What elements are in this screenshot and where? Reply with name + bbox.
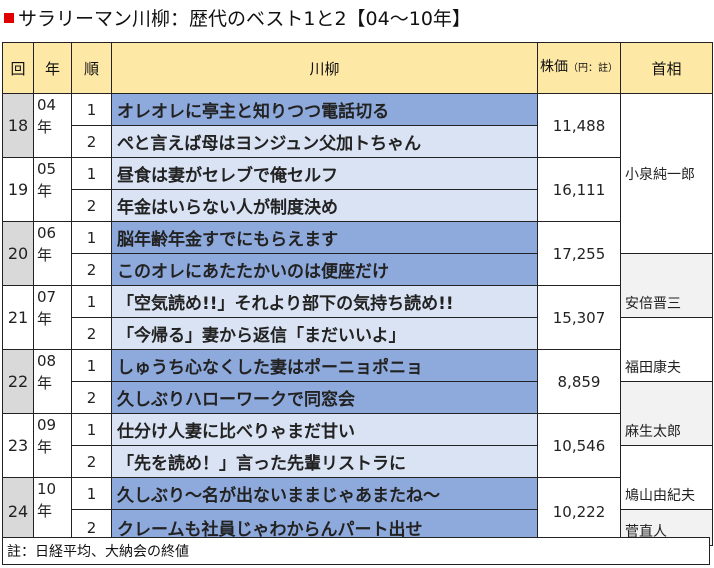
year-cell: 08年 [33, 349, 72, 414]
senryu-cell: 脳年齢年金すでにもらえます [111, 221, 538, 254]
kai-cell: 21 [2, 285, 34, 350]
header-row: 回 年 順 川柳 株価（円：註） 首相 [2, 42, 713, 94]
pm-cell: 安倍晋三 [620, 253, 713, 318]
table-row: 24 10年 1 久しぶり～名が出ないままじゃあまたね～ 10,222 [2, 477, 713, 546]
header-jun: 順 [71, 42, 112, 94]
title-text: サラリーマン川柳：歴代のベスト1と2【04～10年】 [18, 8, 471, 30]
senryu-cell: ぺと言えば母はヨンジュン父加トちゃん [111, 125, 538, 158]
senryu-cell: 久しぶり～名が出ないままじゃあまたね～ [111, 477, 538, 510]
senryu-cell: しゅうち心なくした妻はポーニョポニョ [111, 349, 538, 382]
table-row: 2 「先を読め！」言った先輩リストラに 鳩山由紀夫 [3, 445, 713, 510]
senryu-cell: 久しぶりハローワークで同窓会 [111, 381, 538, 414]
table-row: 2 ぺと言えば母はヨンジュン父加トちゃん [3, 125, 713, 158]
table-row: 23 09年 1 仕分け人妻に比べりゃまだ甘い 10,546 [2, 413, 713, 478]
pm-cell: 鳩山由紀夫 [620, 445, 713, 510]
year-cell: 07年 [33, 285, 72, 350]
rank-cell: 2 [71, 317, 112, 350]
kai-cell: 22 [2, 349, 34, 414]
price-cell: 17,255 [537, 221, 621, 286]
table-row: 2 年金はいらない人が制度決め [3, 189, 713, 222]
table-row: 22 08年 1 しゅうち心なくした妻はポーニョポニョ 8,859 [2, 349, 713, 414]
year-cell: 09年 [33, 413, 72, 478]
rank-cell: 1 [71, 349, 112, 382]
page-title: サラリーマン川柳：歴代のベスト1と2【04～10年】 [4, 4, 471, 34]
table-row: 18 04年 1 オレオレに亭主と知りつつ電話切る 11,488 小泉純一郎 [2, 93, 713, 254]
rank-cell: 1 [71, 157, 112, 190]
rank-cell: 1 [71, 285, 112, 318]
red-square-icon [4, 12, 14, 23]
rank-cell: 1 [71, 413, 112, 446]
kai-cell: 18 [2, 93, 34, 158]
rank-cell: 1 [71, 221, 112, 254]
table-row: 2 久しぶりハローワークで同窓会 麻生太郎 [3, 381, 713, 446]
price-cell: 11,488 [537, 93, 621, 158]
senryu-cell: このオレにあたたかいのは便座だけ [111, 253, 538, 286]
senryu-cell: オレオレに亭主と知りつつ電話切る [111, 93, 538, 126]
rank-cell: 2 [71, 445, 112, 478]
senryu-cell: 「空気読め!!」それより部下の気持ち読め!! [111, 285, 538, 318]
senryu-table: 回 年 順 川柳 株価（円：註） 首相 18 04年 1 オレオレに亭主と知りつ… [2, 42, 713, 546]
table-row: 2 「今帰る」妻から返信「まだいいよ」 福田康夫 [3, 317, 713, 382]
price-cell: 16,111 [537, 157, 621, 222]
senryu-cell: 年金はいらない人が制度決め [111, 189, 538, 222]
table-row: 21 07年 1 「空気読め!!」それより部下の気持ち読め!! 15,307 [2, 285, 713, 350]
table-row: 20 06年 1 脳年齢年金すでにもらえます 17,255 [2, 221, 713, 286]
senryu-cell: 「先を読め！」言った先輩リストラに [111, 445, 538, 478]
year-cell: 06年 [33, 221, 72, 286]
kai-cell: 20 [2, 221, 34, 286]
kai-cell: 24 [2, 477, 34, 546]
rank-cell: 2 [71, 189, 112, 222]
rank-cell: 1 [71, 93, 112, 126]
header-senryu: 川柳 [111, 42, 538, 94]
rank-cell: 2 [71, 381, 112, 414]
header-year: 年 [33, 42, 72, 94]
senryu-cell: 昼食は妻がセレブで俺セルフ [111, 157, 538, 190]
pm-cell: 福田康夫 [620, 317, 713, 382]
year-cell: 05年 [33, 157, 72, 222]
table-row: 19 05年 1 昼食は妻がセレブで俺セルフ 16,111 [2, 157, 713, 222]
header-price: 株価（円：註） [537, 42, 621, 94]
kai-cell: 23 [2, 413, 34, 478]
rank-cell: 1 [71, 477, 112, 510]
price-cell: 10,546 [537, 413, 621, 478]
pm-cell: 小泉純一郎 [620, 93, 713, 254]
senryu-cell: 仕分け人妻に比べりゃまだ甘い [111, 413, 538, 446]
pm-cell: 麻生太郎 [620, 381, 713, 446]
year-cell: 04年 [33, 93, 72, 158]
price-cell: 15,307 [537, 285, 621, 350]
senryu-cell: 「今帰る」妻から返信「まだいいよ」 [111, 317, 538, 350]
header-kai: 回 [2, 42, 34, 94]
header-pm: 首相 [620, 42, 713, 94]
price-cell: 10,222 [537, 477, 621, 546]
rank-cell: 2 [71, 253, 112, 286]
kai-cell: 19 [2, 157, 34, 222]
price-cell: 8,859 [537, 349, 621, 414]
year-cell: 10年 [33, 477, 72, 546]
rank-cell: 2 [71, 125, 112, 158]
footnote: 註：日経平均、大納会の終値 [2, 537, 710, 565]
